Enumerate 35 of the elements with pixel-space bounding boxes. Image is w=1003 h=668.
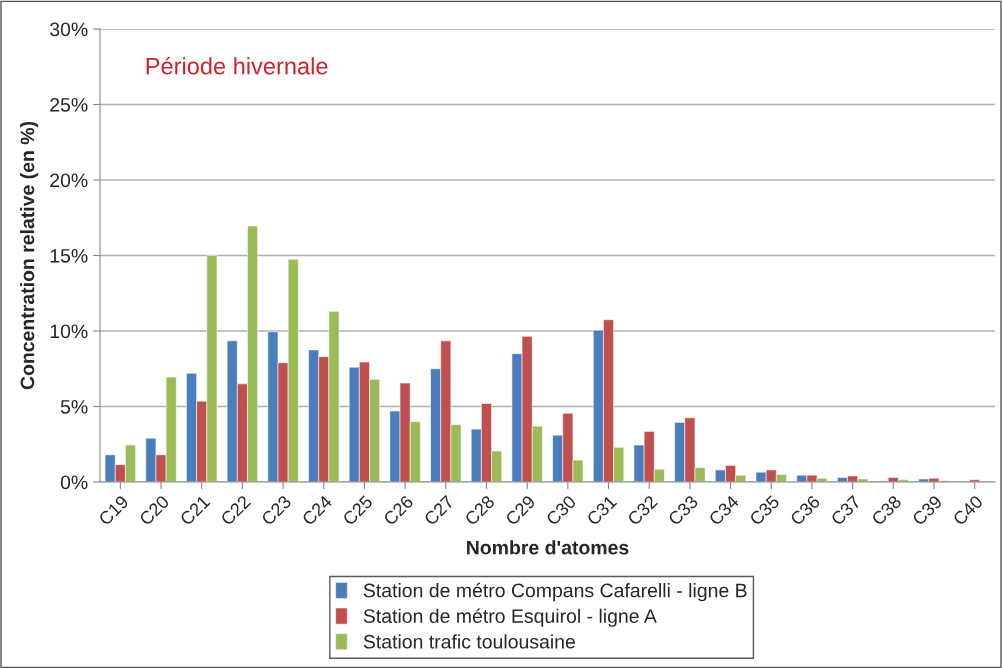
y-tick-label: 20% [50, 173, 88, 188]
x-tick-label: C34 [708, 494, 740, 526]
x-tick-label: C40 [952, 494, 984, 526]
x-axis-title: Nombre d'atomes [467, 540, 629, 555]
x-tick-label: C28 [464, 494, 496, 526]
annotation: Période hivernale [146, 56, 328, 75]
y-tick-label: 10% [50, 324, 88, 339]
y-tick-label: 15% [50, 249, 88, 263]
y-tick-label: 0% [60, 475, 88, 490]
x-tick-label: C26 [382, 494, 414, 526]
x-tick-label: C21 [179, 494, 211, 526]
x-tick-label: C27 [423, 494, 455, 526]
x-tick-label: C30 [545, 494, 577, 526]
legend-label: Station de métro Esquirol - ligne A [363, 608, 657, 627]
x-tick-label: C31 [586, 494, 618, 526]
x-tick-label: C20 [138, 494, 170, 526]
x-tick-label: C32 [626, 494, 658, 526]
x-tick-label: C24 [301, 494, 333, 526]
y-tick-label: 25% [50, 97, 88, 112]
x-tick-label: C36 [789, 494, 821, 526]
x-tick-label: C38 [870, 494, 903, 526]
x-tick-label: C19 [97, 494, 130, 526]
legend-label: Station trafic toulousaine [363, 634, 575, 649]
legend-label: Station de métro Compans Cafarelli - ligne B [363, 582, 747, 602]
y-tick-label: 30% [50, 22, 88, 37]
x-tick-label: C39 [911, 494, 943, 526]
x-tick-label: C25 [342, 494, 374, 526]
x-tick-label: C37 [830, 494, 862, 526]
x-tick-label: C33 [667, 494, 699, 526]
x-tick-label: C35 [748, 494, 781, 526]
x-tick-label: C22 [219, 494, 252, 526]
y-axis-title: Concentration relative (en %) [20, 121, 39, 390]
y-tick-label: 5% [60, 400, 88, 414]
x-tick-label: C23 [260, 494, 292, 526]
x-tick-label: C29 [504, 494, 536, 526]
